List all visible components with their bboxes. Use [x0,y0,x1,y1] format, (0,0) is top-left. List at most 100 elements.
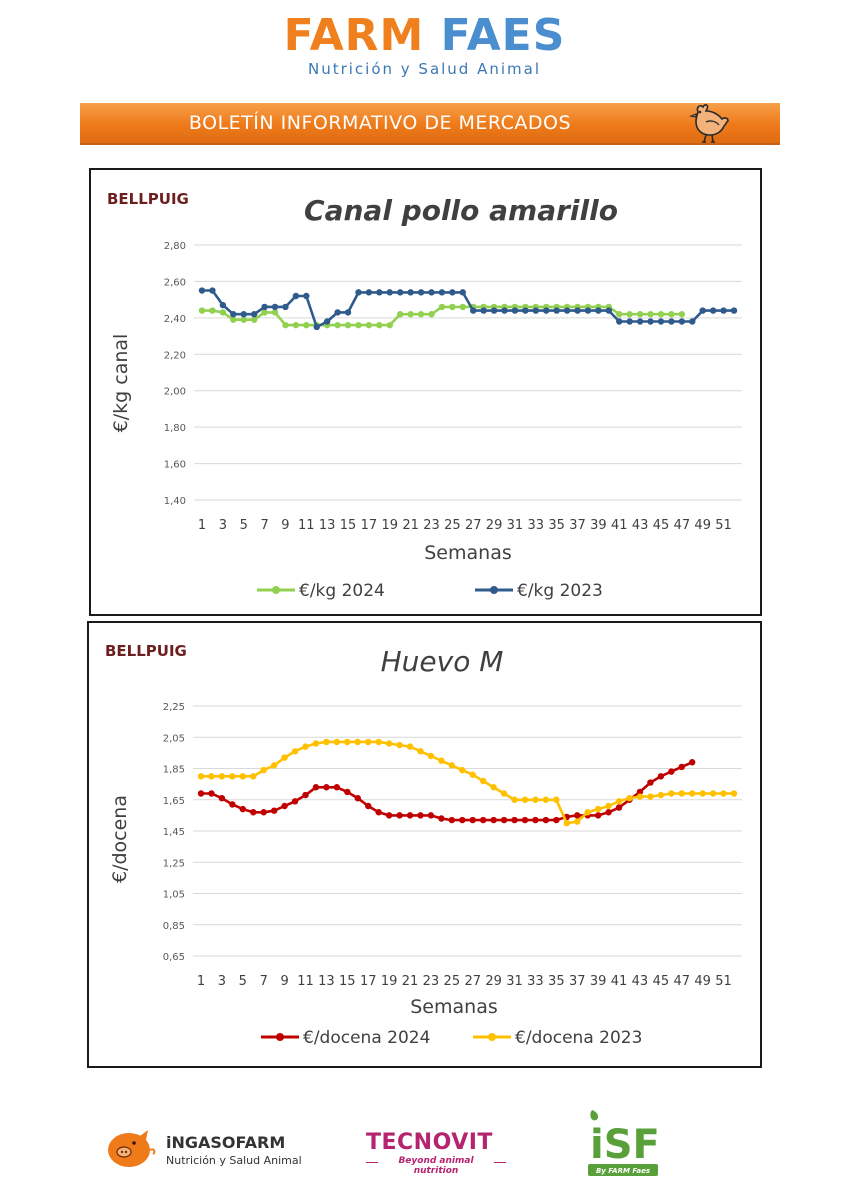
c2-x-tick-label: 11 [297,974,314,989]
c1-series-2-point [344,309,352,316]
c2-y-tick-label: 0,85 [163,921,185,932]
c1-series-1-point [240,316,247,323]
c1-x-tick-label: 51 [715,518,732,533]
c1-x-tick-label: 25 [444,518,461,533]
c2-x-tick-label: 17 [360,974,377,989]
c1-y-tick-label: 1,60 [164,460,186,471]
c2-series-2-point [511,796,518,803]
c2-x-tick-label: 35 [548,974,565,989]
c2-y-tick-label: 1,25 [163,858,185,869]
c1-x-tick-label: 35 [548,518,565,533]
c1-series-2-point [563,307,571,314]
c2-series-2-point [479,777,487,785]
c2-chart-title: Huevo M [381,645,504,678]
c1-legend-label: €/kg 2024 [299,581,385,601]
c1-series-2-point [198,287,206,294]
c2-series-1-point [354,794,361,802]
c2-series-2-point [469,771,476,778]
c1-series-2-point [323,318,331,325]
c2-x-tick-label: 29 [485,974,502,989]
c1-series-2-point [647,318,654,325]
c2-series-2-point [375,738,382,746]
c2-series-2-point [438,757,445,764]
isf-name: iSF [590,1122,660,1168]
c2-location-label: BELLPUIG [105,642,187,660]
c1-series-1-point [657,311,665,318]
c1-series-2-point [543,307,550,314]
c1-series-1-point [678,311,686,318]
c2-series-2-point [636,793,644,800]
c2-series-1-point [511,816,518,824]
c2-series-1-point [396,812,403,819]
c2-series-2-point [260,766,267,774]
c2-series-1-point [688,759,696,766]
c1-series-2-point [657,318,665,325]
c2-series-1-point [312,784,320,791]
c2-series-1-point [250,809,257,816]
c1-series-2-point [532,307,540,314]
c1-series-2-point [303,292,310,300]
c2-series-2-point [427,752,435,760]
c1-series-2-point [292,292,300,300]
c2-series-2-point [406,743,414,750]
c2-x-tick-label: 15 [339,974,356,989]
c1-series-2-point [396,289,404,296]
c1-series-2-point [271,303,279,311]
c1-series-1-point [303,321,310,329]
c2-x-tick-label: 45 [653,974,670,989]
c2-series-2-point [239,773,247,780]
c1-series-1-point [459,303,466,311]
c2-series-1-point [553,816,560,824]
c2-legend-swatch-marker [276,1033,284,1041]
c2-series-2-point [594,805,602,813]
c1-y-tick-label: 2,20 [164,350,186,361]
c1-series-1-point [438,303,446,311]
c1-series-1-point [376,321,383,329]
c1-y-tick-label: 2,40 [164,314,186,325]
c1-legend-label: €/kg 2023 [517,581,603,601]
c1-x-tick-label: 21 [402,518,419,533]
c1-series-1-point [417,311,425,318]
c1-series-2-point [334,309,341,316]
c1-x-tick-label: 13 [319,518,336,533]
c1-series-2-point [595,307,602,314]
c1-series-1-point [271,309,279,316]
c2-series-2-point [678,790,685,797]
c2-series-1-point [459,816,466,824]
c2-series-2-point [270,762,278,769]
c2-series-2-point [344,738,351,746]
c1-series-2-point [261,303,268,311]
c1-series-2-point [730,307,738,314]
c2-x-tick-label: 33 [527,974,544,989]
c1-series-2-point [574,307,581,314]
c2-series-2-point [333,738,341,746]
c2-x-tick-label: 39 [590,974,607,989]
c2-series-2-point [532,796,539,803]
c2-y-tick-label: 0,65 [163,952,185,963]
c2-series-2-point [197,773,205,780]
c1-series-2-point [616,318,623,325]
chart-panel-huevo-m: BELLPUIG Huevo M 0,65 0,85 1,05 1,25 1,45 1,65 1… [87,621,762,1068]
pig-icon [108,1130,156,1167]
c1-x-tick-label: 43 [632,518,649,533]
c1-y-tick-label: 1,40 [164,496,186,507]
c2-series-2-point [281,754,288,761]
c1-series-1-point [355,321,362,329]
c1-series-2-point [626,318,633,325]
c2-series-2-point [500,790,508,797]
c2-x-tick-label: 27 [464,974,481,989]
c2-x-tick-label: 13 [318,974,335,989]
c2-series-2-point [574,818,581,825]
c2-series-2-point [521,796,529,803]
c1-series-2-point [459,289,466,296]
c2-x-tick-label: 3 [218,974,226,989]
c1-legend-swatch-marker [490,586,498,594]
c1-series-2-point [219,301,227,309]
market-bulletin-banner: BOLETÍN INFORMATIVO DE MERCADOS [80,103,780,145]
c2-series-1-point [365,802,372,810]
c1-series-1-point [396,311,404,318]
c1-series-1-point [386,321,393,329]
c1-series-1-point [282,321,289,329]
c2-series-1-point [469,816,476,824]
logo-part-farm: FARM [283,10,425,61]
